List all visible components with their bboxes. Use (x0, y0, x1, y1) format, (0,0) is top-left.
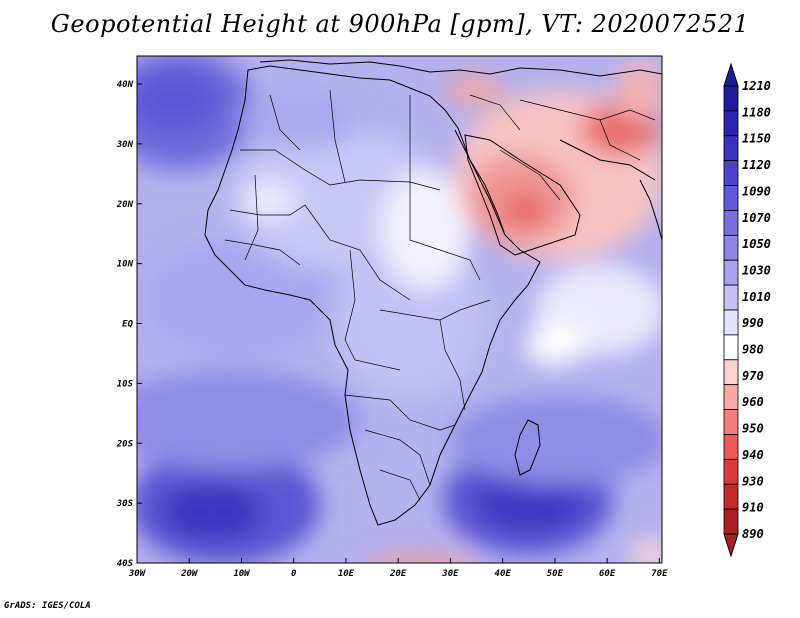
x-tick-label: 0 (291, 569, 297, 579)
border-line (409, 239, 481, 281)
colorbar-swatch (723, 234, 739, 261)
colorbar-label: 910 (742, 501, 764, 515)
colorbar-swatch (723, 110, 739, 137)
colorbar-top-arrow (723, 62, 739, 87)
x-tick-label: 30W (128, 569, 147, 579)
y-tick-label: 30S (116, 499, 134, 509)
colorbar-swatch (723, 334, 739, 361)
y-tick-label: 40N (117, 80, 134, 90)
colorbar-bottom-arrow (723, 533, 739, 558)
colorbar-label: 990 (742, 316, 764, 330)
border-line (599, 119, 641, 161)
border-line (499, 149, 561, 201)
x-tick-label: 20W (180, 569, 199, 579)
arabia-coastline (464, 134, 581, 256)
colorbar-swatch (723, 384, 739, 410)
red-sea-line (454, 129, 506, 236)
plot-frame (136, 55, 663, 564)
colorbar-label: 1150 (742, 132, 771, 146)
border-line (379, 469, 421, 501)
x-tick-label: 20E (389, 569, 407, 579)
colorbar-label: 950 (742, 422, 764, 436)
colorbar-swatch (723, 483, 739, 510)
border-line (364, 429, 431, 486)
border-line (344, 394, 456, 431)
country-borders (224, 89, 656, 501)
colorbar-label: 1050 (742, 237, 771, 251)
persia-coastline (559, 139, 656, 181)
colorbar-label: 890 (742, 527, 764, 541)
border-line (269, 94, 301, 151)
colorbar-swatch (723, 434, 739, 460)
x-tick-label: 10W (233, 569, 251, 579)
colorbar-label: 1180 (742, 105, 771, 119)
colorbar-label: 960 (742, 395, 764, 409)
colorbar-swatch (723, 259, 739, 286)
colorbar-swatch (723, 135, 739, 162)
colorbar-label: 1070 (742, 211, 771, 225)
colorbar-swatch (723, 210, 739, 236)
india-coastline (639, 179, 662, 241)
colorbar-label: 1030 (742, 263, 771, 277)
colorbar-swatch (723, 160, 739, 186)
height-field (137, 56, 662, 563)
border-line (469, 94, 521, 131)
y-tick-label: EQ (122, 320, 133, 330)
x-tick-label: 10E (338, 569, 355, 579)
y-tick-label: 30N (116, 140, 134, 150)
border-line (244, 174, 259, 261)
eurasia-coastline (259, 59, 662, 77)
x-tick-label: 40E (495, 569, 512, 579)
colorbar-swatch (723, 185, 739, 211)
colorbar-label: 940 (742, 448, 764, 462)
colorbar-label: 980 (742, 343, 764, 357)
colorbar-label: 1090 (742, 184, 771, 198)
y-tick-label: 20S (116, 439, 134, 449)
border-line (439, 319, 466, 411)
field-layer (137, 56, 662, 563)
madagascar-coastline (514, 419, 541, 476)
x-tick-label: 70E (651, 569, 668, 579)
colorbar-label: 1120 (742, 158, 771, 172)
colorbar-swatch (723, 309, 739, 336)
y-tick-label: 10S (117, 379, 134, 389)
credit-text: GrADS: IGES/COLA (4, 601, 91, 611)
colorbar-swatch (723, 409, 739, 435)
border-line (344, 249, 401, 371)
x-tick-label: 50E (547, 569, 564, 579)
colorbar-label: 1210 (742, 79, 771, 93)
colorbar-swatch (723, 284, 739, 311)
y-tick-label: 20N (116, 200, 134, 210)
chart-title: Geopotential Height at 900hPa [gpm], VT:… (50, 10, 750, 38)
border-line (329, 89, 346, 183)
x-axis: 30W 20W 10W 0 10E 20E 30E 40E 50E 60E 70E (128, 558, 668, 579)
border-line (304, 204, 411, 301)
y-axis: 40N 30N 20N 10N EQ 10S 20S 30S 40S (116, 80, 142, 569)
y-tick-label: 40S (117, 559, 134, 569)
border-line (379, 299, 491, 321)
colorbar-swatch (723, 508, 739, 535)
colorbar: 1210 1180 1150 1120 1090 1070 1050 1030 1010 990 9… (723, 62, 771, 558)
colorbar-label: 1010 (742, 290, 771, 304)
colorbar-swatch (723, 458, 739, 485)
colorbar-label: 930 (742, 474, 764, 488)
x-tick-label: 60E (599, 569, 616, 579)
y-tick-label: 10N (117, 260, 134, 270)
colorbar-swatch (723, 85, 739, 112)
colorbar-label: 970 (742, 369, 764, 383)
colorbar-swatch (723, 359, 739, 386)
border-line (229, 204, 306, 216)
x-tick-label: 30E (441, 569, 459, 579)
border-line (224, 239, 301, 266)
